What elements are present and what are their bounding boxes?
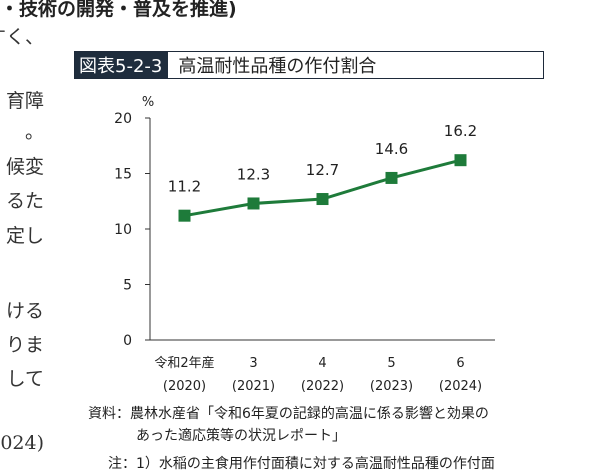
y-tick-label: 10 — [114, 222, 132, 238]
y-tick-label: 20 — [114, 111, 132, 127]
data-point — [454, 154, 467, 167]
x-tick-sublabel: (2022) — [301, 379, 344, 394]
x-tick-sublabel: (2023) — [370, 379, 413, 394]
figure-label: 図表5-2-3 — [75, 52, 169, 78]
left-text-fragment: 候変 — [5, 156, 44, 178]
left-text-fragment: すく、 — [0, 26, 44, 48]
source-line-1: 資料：農林水産省「令和6年夏の記録的高温に係る影響と効果の — [88, 406, 489, 422]
left-text-fragment: ける — [5, 300, 44, 322]
figure-title: 高温耐性品種の作付割合 — [178, 56, 377, 77]
left-text-fragment: るた — [5, 190, 44, 212]
x-tick-label: 5 — [387, 356, 395, 371]
data-label: 14.6 — [375, 140, 408, 158]
x-tick-label: 4 — [318, 356, 326, 371]
source-notes: 資料：農林水産省「令和6年夏の記録的高温に係る影響と効果の あった適応策等の状況… — [88, 403, 495, 472]
y-tick-label: 15 — [114, 167, 132, 183]
data-label: 12.7 — [306, 161, 339, 179]
data-point — [247, 197, 260, 210]
source-line-2: あった適応策等の状況レポート」 — [136, 428, 346, 444]
x-tick-sublabel: (2021) — [232, 379, 275, 394]
left-text-fragment: 定し — [5, 225, 44, 247]
left-text-column: すく、 育障 。 候変 るた 定し ける りま して 024) — [0, 0, 60, 471]
left-text-fragment: して — [6, 368, 44, 390]
figure-title-box: 図表5-2-3 高温耐性品種の作付割合 — [74, 51, 544, 79]
section-heading: ・技術の開発・普及を推進) — [0, 0, 237, 20]
left-text-fragment: 。 — [24, 121, 44, 143]
left-text-fragment: りま — [5, 334, 44, 356]
x-tick-label: 6 — [456, 356, 464, 371]
data-point — [178, 209, 191, 222]
x-tick-label: 令和2年産 — [154, 355, 214, 371]
x-tick-label: 3 — [249, 356, 257, 371]
y-axis-unit: % — [142, 95, 154, 110]
data-label: 16.2 — [444, 122, 477, 140]
note-line: 注：1）水稲の主食用作付面積に対する高温耐性品種の作付面 — [108, 456, 495, 472]
data-point — [385, 171, 398, 184]
left-text-fragment: 024) — [0, 432, 44, 454]
x-tick-sublabel: (2020) — [163, 379, 206, 394]
data-point — [316, 193, 329, 206]
data-label: 12.3 — [237, 165, 270, 183]
y-tick-label: 5 — [123, 278, 132, 294]
y-tick-label: 0 — [123, 333, 132, 349]
x-tick-sublabel: (2024) — [439, 379, 482, 394]
data-label: 11.2 — [168, 178, 201, 196]
left-text-fragment: 育障 — [5, 90, 44, 112]
